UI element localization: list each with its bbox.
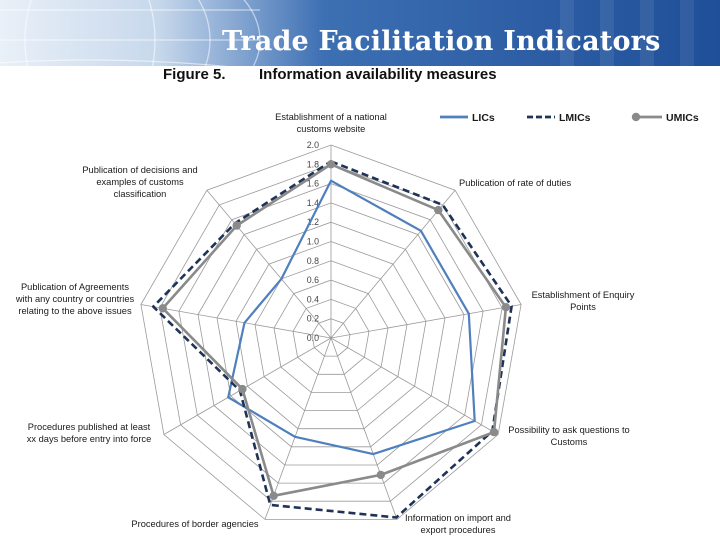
tick-label: 1.8 <box>307 159 319 169</box>
figure-title: Information availability measures <box>259 66 497 83</box>
axis-label: Procedures published at least xx days bef… <box>27 422 152 444</box>
series-point-umics <box>269 491 278 500</box>
axis-spoke <box>264 337 332 520</box>
tick-label: 0.2 <box>307 314 319 324</box>
tick-label: 2.0 <box>307 140 319 150</box>
axis-label: Establishment of Enquiry Points <box>532 290 635 312</box>
axis-spoke <box>330 189 456 339</box>
axis-label: Procedures of border agencies <box>131 519 258 529</box>
axis-label: Establishment of a national customs websi… <box>275 112 387 134</box>
grid-ring <box>159 163 503 502</box>
series-point-umics <box>238 384 247 394</box>
grid-ring <box>254 260 408 411</box>
legend-label-umics: UMICs <box>666 112 699 124</box>
tick-label: 0.6 <box>307 275 319 285</box>
axis-spoke <box>163 337 332 435</box>
grid-ring <box>140 144 522 520</box>
tick-label: 0.4 <box>307 294 319 304</box>
grid-ring <box>292 298 370 375</box>
axis-spoke <box>206 189 332 339</box>
tick-label: 0.0 <box>307 333 319 343</box>
axis-spoke <box>330 337 398 520</box>
axis-spoke <box>330 304 522 339</box>
legend-label-lmics: LMICs <box>559 112 591 124</box>
series-point-umics <box>501 303 511 312</box>
grid-ring <box>178 183 484 484</box>
tick-label: 1.0 <box>307 237 319 247</box>
series-point-umics <box>489 427 499 437</box>
series-point-umics <box>232 221 241 230</box>
page-title: Trade Facilitation Indicators <box>222 26 661 57</box>
series-point-umics <box>376 470 385 480</box>
tick-label: 1.4 <box>307 198 319 208</box>
series-line-umics <box>161 163 508 498</box>
tick-label: 1.2 <box>307 217 319 227</box>
figure-number: Figure 5. <box>163 66 226 83</box>
axis-label: Publication of rate of duties <box>459 178 571 188</box>
axis-spoke <box>140 304 332 339</box>
grid-ring <box>197 202 465 466</box>
axis-label: Publication of Agreements with any countr… <box>15 282 135 316</box>
series-point-umics <box>434 205 443 215</box>
grid-ring <box>235 241 427 430</box>
grid-ring <box>311 318 351 357</box>
title-banner: Trade Facilitation Indicators <box>0 0 720 66</box>
tick-label: 1.6 <box>307 179 319 189</box>
grid-ring <box>216 221 446 448</box>
tick-label: 0.8 <box>307 256 319 266</box>
axis-label: Possibility to ask questions to Customs <box>508 425 629 447</box>
axis-label: Publication of decisions and examples of … <box>82 165 197 199</box>
series-line-lmics <box>152 160 513 519</box>
legend-marker-umics <box>631 112 641 122</box>
axis-spoke <box>330 337 499 435</box>
legend-label-lics: LICs <box>472 112 495 124</box>
globe-decoration-icon <box>0 0 694 66</box>
series-point-umics <box>326 160 336 169</box>
grid-ring <box>273 279 389 393</box>
series-line-lics <box>227 179 476 456</box>
series-point-umics <box>158 304 167 313</box>
axis-label: Information on import and export procedur… <box>405 513 511 535</box>
